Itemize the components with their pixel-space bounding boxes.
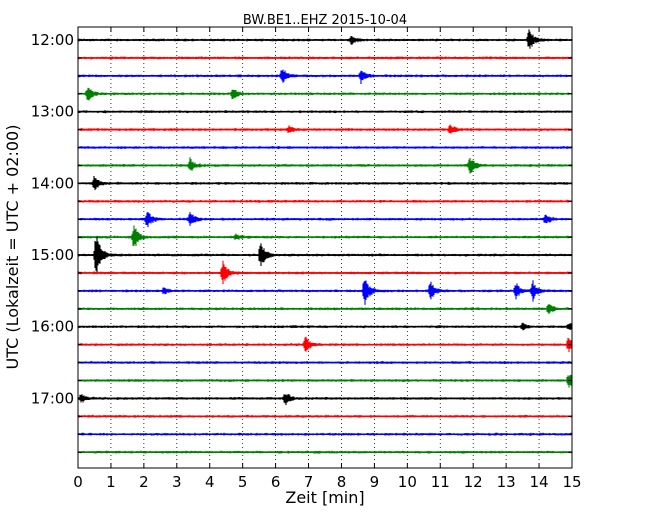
y-tick-label-4: 16:00 <box>31 318 74 336</box>
trace-11 <box>77 225 573 247</box>
x-tick-label-2: 2 <box>139 473 149 491</box>
y-tick-label-2: 14:00 <box>31 174 74 192</box>
trace-0 <box>77 29 573 49</box>
x-tick-label-4: 4 <box>205 473 215 491</box>
chart-title: BW.BE1..EHZ 2015-10-04 <box>243 13 407 28</box>
x-tick-label-12: 12 <box>464 473 483 491</box>
x-tick-label-1: 1 <box>106 473 116 491</box>
y-tick-label-3: 15:00 <box>31 246 74 264</box>
x-tick-label-6: 6 <box>271 473 281 491</box>
plot-frame <box>77 26 573 469</box>
x-tick-label-7: 7 <box>304 473 314 491</box>
x-tick-label-3: 3 <box>172 473 182 491</box>
x-tick-label-15: 15 <box>562 473 581 491</box>
trace-14 <box>77 280 573 305</box>
x-axis-label: Zeit [min] <box>285 488 364 507</box>
x-tick-label-8: 8 <box>337 473 347 491</box>
x-tick-label-10: 10 <box>398 473 417 491</box>
x-tick-label-0: 0 <box>73 473 83 491</box>
y-axis: 12:00 13:00 14:00 15:00 16:00 17:00 <box>31 31 572 453</box>
y-tick-label-5: 17:00 <box>31 389 74 407</box>
x-tick-label-5: 5 <box>238 473 248 491</box>
y-tick-label-1: 13:00 <box>31 103 74 121</box>
x-axis: 0 1 2 3 4 5 6 7 8 9 10 11 12 13 14 15 <box>73 27 582 491</box>
x-tick-label-9: 9 <box>370 473 380 491</box>
grid-lines <box>110 27 540 468</box>
x-tick-label-13: 13 <box>497 473 516 491</box>
trace-2 <box>77 69 573 84</box>
trace-20 <box>77 394 573 406</box>
x-tick-label-11: 11 <box>431 473 450 491</box>
x-tick-label-14: 14 <box>530 473 549 491</box>
trace-group <box>77 29 573 454</box>
y-tick-label-0: 12:00 <box>31 31 74 49</box>
y-axis-label: UTC (Lokalzeit = UTC + 02:00) <box>3 125 22 370</box>
